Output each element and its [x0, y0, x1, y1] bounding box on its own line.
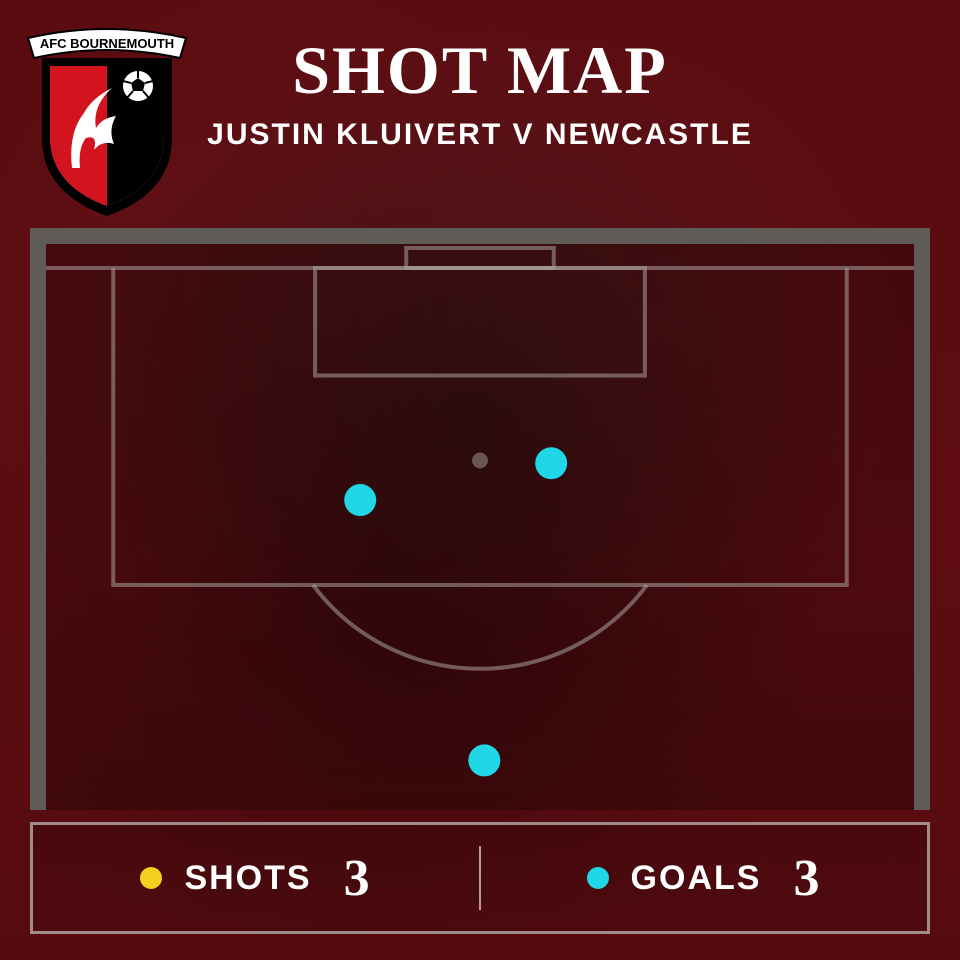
- pitch: [46, 244, 914, 810]
- goals-dot-icon: [587, 867, 609, 889]
- shots-label: SHOTS: [184, 859, 311, 898]
- shots-stat: SHOTS 3: [33, 849, 479, 908]
- shots-dot-icon: [140, 867, 162, 889]
- shot-map-card: AFC BOURNEMOUTH SHOT MAP JUSTIN KLUIVERT…: [0, 0, 960, 960]
- title: SHOT MAP: [0, 36, 960, 104]
- subtitle: JUSTIN KLUIVERT V NEWCASTLE: [0, 118, 960, 152]
- goals-value: 3: [793, 849, 821, 908]
- goals-stat: GOALS 3: [481, 849, 927, 908]
- goals-label: GOALS: [631, 859, 762, 898]
- header: SHOT MAP JUSTIN KLUIVERT V NEWCASTLE: [0, 36, 960, 152]
- footer-stats: SHOTS 3 GOALS 3: [30, 822, 930, 934]
- shots-value: 3: [344, 849, 372, 908]
